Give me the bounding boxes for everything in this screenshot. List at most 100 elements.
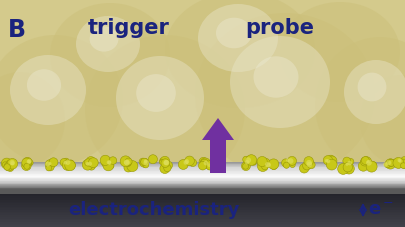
Circle shape [328,162,333,168]
Circle shape [124,160,129,165]
Circle shape [207,163,211,167]
Circle shape [305,160,311,166]
Bar [0,187,405,188]
Circle shape [360,157,371,168]
Bar [0,189,405,190]
Bar [0,165,405,166]
Circle shape [365,161,376,172]
Circle shape [67,161,75,169]
Circle shape [245,157,250,163]
Bar [0,217,405,219]
Circle shape [109,157,117,164]
Circle shape [4,164,11,170]
Circle shape [101,160,107,167]
Circle shape [188,159,196,167]
Circle shape [264,162,270,167]
Bar [0,205,405,207]
Circle shape [107,161,111,164]
Circle shape [160,156,169,166]
Bar [0,176,405,177]
Ellipse shape [279,2,399,102]
Circle shape [394,160,402,168]
Circle shape [281,159,289,167]
Bar [0,192,405,193]
Bar [0,186,405,187]
Circle shape [245,155,256,165]
Bar [0,224,405,226]
Circle shape [124,160,130,165]
Bar [0,172,405,173]
Circle shape [342,157,350,165]
Circle shape [24,163,30,169]
Circle shape [65,160,75,171]
Circle shape [307,161,314,169]
Circle shape [384,159,394,169]
Circle shape [261,163,267,170]
Circle shape [100,155,110,165]
Circle shape [48,162,51,165]
Circle shape [260,158,270,168]
Circle shape [63,161,67,165]
Bar [0,195,405,197]
Circle shape [198,157,207,166]
Bar [0,178,405,179]
Circle shape [22,158,31,167]
Bar [0,171,405,173]
Circle shape [324,159,328,163]
Ellipse shape [253,56,298,98]
Circle shape [143,160,149,165]
Circle shape [366,160,369,164]
Circle shape [347,161,351,165]
Circle shape [256,156,266,167]
Bar [0,162,405,163]
Circle shape [368,161,376,169]
Circle shape [387,159,394,166]
Circle shape [270,163,276,170]
Circle shape [242,156,249,163]
Circle shape [343,163,354,174]
Circle shape [143,159,147,163]
Circle shape [385,160,390,165]
Circle shape [23,157,32,166]
Circle shape [6,160,13,167]
Circle shape [198,161,207,170]
Circle shape [163,164,171,172]
Bar [0,168,405,169]
Circle shape [242,163,248,169]
Bar [0,200,405,202]
Ellipse shape [116,56,203,140]
Bar [0,0,405,162]
Circle shape [126,160,131,165]
Bar [0,210,405,212]
Ellipse shape [0,35,123,165]
Bar [0,219,405,220]
Circle shape [86,157,96,166]
Bar [0,188,405,189]
Bar [0,164,405,166]
Bar [0,181,405,183]
Bar [0,185,405,187]
Circle shape [357,161,367,171]
Circle shape [126,160,138,172]
Circle shape [241,162,250,170]
Circle shape [302,161,311,170]
Circle shape [397,159,401,163]
Circle shape [389,160,395,166]
Circle shape [148,155,157,164]
Circle shape [322,155,332,165]
Bar [0,166,405,167]
Circle shape [4,162,13,171]
Ellipse shape [85,35,244,185]
Circle shape [49,158,58,167]
Ellipse shape [136,74,175,112]
Circle shape [200,158,210,168]
Ellipse shape [314,37,405,173]
Circle shape [360,158,368,166]
Circle shape [103,160,113,171]
Circle shape [140,158,147,165]
Circle shape [46,165,51,171]
Circle shape [2,162,8,167]
Bar [0,193,405,195]
Circle shape [325,159,329,163]
Circle shape [345,163,347,166]
